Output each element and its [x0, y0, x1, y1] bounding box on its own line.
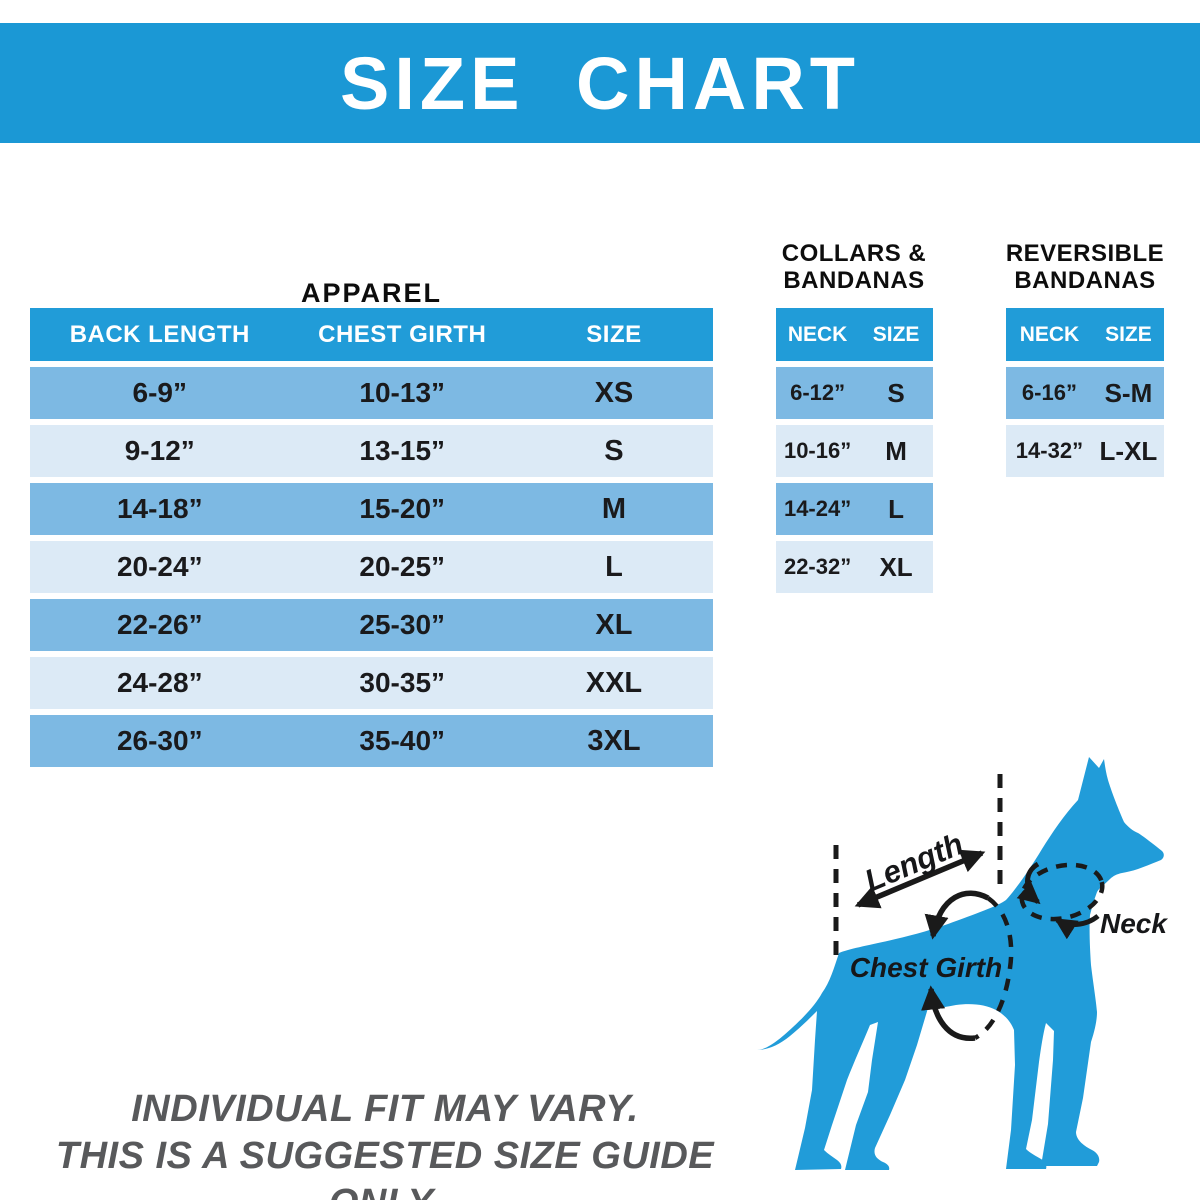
column-header-size: SIZE	[586, 320, 642, 348]
table-row: 6-12” S	[776, 367, 933, 419]
neck-cell: 6-12”	[790, 380, 846, 405]
table-row: 26-30” 35-40” 3XL	[30, 715, 713, 767]
reversible-header-row: NECK SIZE	[1006, 308, 1164, 361]
chest-girth-label: Chest Girth	[850, 952, 1002, 983]
collars-header-row: NECK SIZE	[776, 308, 933, 361]
chest-girth-cell: 30-35”	[359, 667, 446, 698]
footer-line2: THIS IS A SUGGESTED SIZE GUIDE ONLY.	[55, 1135, 715, 1200]
length-label: Length	[860, 826, 969, 899]
chest-girth-arrow-bottom	[921, 985, 976, 1041]
reversible-section-title: REVERSIBLE BANDANAS	[1002, 240, 1168, 294]
back-length-cell: 24-28”	[116, 667, 203, 698]
size-cell: 3XL	[587, 724, 641, 757]
neck-arrow-left	[1016, 861, 1041, 905]
chest-girth-cell: 25-30”	[359, 609, 446, 640]
table-row: 22-32” XL	[776, 541, 933, 593]
table-row: 22-26” 25-30” XL	[30, 599, 713, 651]
neck-cell: 10-16”	[783, 438, 852, 463]
table-row: 6-16” S-M	[1006, 367, 1164, 419]
column-header-back-length: BACK LENGTH	[69, 320, 250, 348]
reversible-table: NECK SIZE 6-16” S-M 14-32” L-XL	[1006, 308, 1164, 477]
size-cell: XL	[595, 608, 633, 641]
collars-title-line2: BANDANAS	[783, 267, 925, 294]
apparel-table: BACK LENGTH CHEST GIRTH SIZE 6-9” 10-13”…	[30, 308, 713, 767]
table-row: 24-28” 30-35” XXL	[30, 657, 713, 709]
reversible-title-line2: BANDANAS	[1014, 267, 1156, 294]
dog-silhouette	[757, 757, 1164, 1170]
collars-table: NECK SIZE 6-12” S 10-16” M 14-24” L 22-3…	[776, 308, 933, 593]
size-cell: M	[601, 492, 627, 525]
back-length-cell: 14-18”	[116, 493, 203, 524]
reversible-title-line1: REVERSIBLE	[1005, 240, 1165, 267]
size-cell: L	[605, 550, 623, 583]
size-cell: S	[604, 434, 624, 467]
size-cell: XL	[879, 551, 913, 582]
back-length-cell: 6-9”	[132, 377, 187, 408]
apparel-header-row: BACK LENGTH CHEST GIRTH SIZE	[30, 308, 713, 361]
chest-girth-cell: 10-13”	[359, 377, 446, 408]
chest-girth-arrow-top	[924, 890, 990, 940]
back-length-cell: 26-30”	[116, 725, 203, 756]
dog-measuring-diagram: Length Neck Chest Girth	[757, 757, 1168, 1170]
page-title: SIZE CHART	[340, 41, 860, 125]
size-cell: S-M	[1104, 377, 1153, 408]
back-length-cell: 9-12”	[124, 435, 195, 466]
chest-girth-cell: 15-20”	[359, 493, 446, 524]
size-cell: M	[885, 435, 907, 466]
table-row: 9-12” 13-15” S	[30, 425, 713, 477]
neck-arrow-bottom	[1054, 913, 1100, 940]
footer-line1: INDIVIDUAL FIT MAY VARY.	[131, 1088, 639, 1130]
chest-girth-cell: 20-25”	[359, 551, 446, 582]
table-row: 20-24” 20-25” L	[30, 541, 713, 593]
neck-cell: 14-24”	[783, 496, 852, 521]
column-header-neck: NECK	[1019, 322, 1080, 346]
column-header-size: SIZE	[872, 322, 920, 346]
column-header-neck: NECK	[787, 322, 848, 346]
length-arrow	[854, 849, 986, 909]
banner: SIZE CHART	[0, 23, 1200, 143]
table-row: 6-9” 10-13” XS	[30, 367, 713, 419]
chest-girth-dashed-arc	[973, 896, 1014, 1040]
size-cell: L	[888, 493, 905, 524]
chest-girth-cell: 13-15”	[359, 435, 446, 466]
back-length-cell: 22-26”	[116, 609, 203, 640]
table-row: 10-16” M	[776, 425, 933, 477]
collars-section-title: COLLARS & BANDANAS	[772, 240, 936, 294]
apparel-section-title: APPAREL	[300, 278, 442, 308]
collars-title-line1: COLLARS &	[781, 240, 927, 267]
table-row: 14-18” 15-20” M	[30, 483, 713, 535]
table-row: 14-24” L	[776, 483, 933, 535]
neck-label: Neck	[1100, 908, 1168, 939]
neck-cell: 22-32”	[783, 554, 852, 579]
footer-note: INDIVIDUAL FIT MAY VARY. THIS IS A SUGGE…	[20, 1086, 750, 1200]
column-header-chest-girth: CHEST GIRTH	[318, 320, 487, 348]
chest-girth-cell: 35-40”	[359, 725, 446, 756]
size-cell: XXL	[585, 666, 643, 699]
back-length-cell: 20-24”	[116, 551, 203, 582]
size-cell: XS	[594, 376, 634, 409]
size-cell: L-XL	[1099, 435, 1158, 466]
table-row: 14-32” L-XL	[1006, 425, 1164, 477]
neck-cell: 14-32”	[1015, 438, 1084, 463]
neck-cell: 6-16”	[1021, 380, 1077, 405]
size-cell: S	[887, 377, 905, 408]
column-header-size: SIZE	[1105, 322, 1152, 346]
